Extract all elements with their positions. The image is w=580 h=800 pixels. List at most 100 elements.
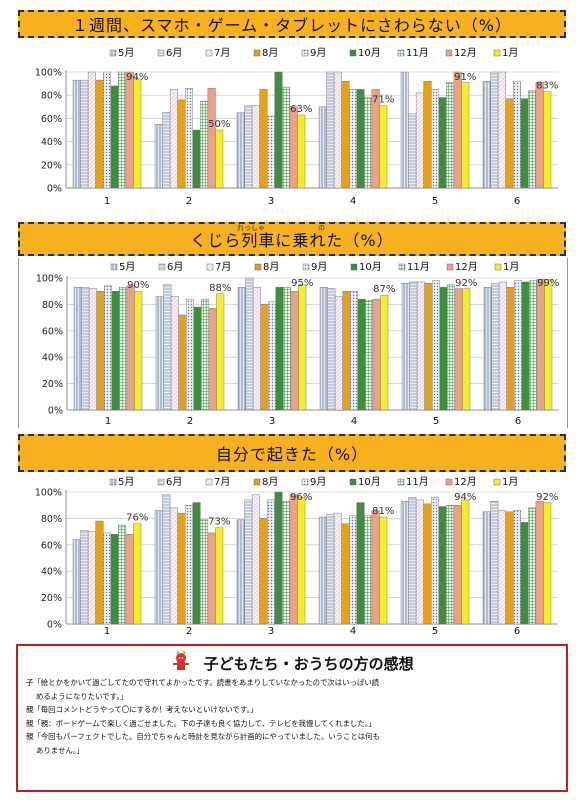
bar — [341, 523, 350, 625]
x-tick-label: 2 — [186, 196, 192, 207]
bar — [528, 507, 537, 625]
bar — [251, 105, 260, 189]
legend-label: 5月 — [119, 261, 135, 273]
legend-label: 1月 — [502, 47, 518, 59]
legend-swatch — [349, 478, 357, 486]
legend-swatch — [493, 478, 501, 486]
bar — [423, 503, 432, 625]
bar — [267, 499, 275, 625]
legend-label: 12月 — [454, 47, 477, 59]
y-tick-label: 60% — [41, 540, 62, 551]
bar — [379, 516, 388, 625]
legend-label: 1月 — [502, 476, 518, 488]
bar — [72, 79, 81, 189]
legend-swatch — [110, 263, 118, 271]
bar — [506, 287, 515, 411]
bar — [461, 499, 470, 625]
bar — [491, 283, 500, 411]
legend-label: 7月 — [214, 476, 230, 488]
bar — [438, 97, 447, 189]
bar — [520, 522, 529, 625]
bar — [289, 494, 298, 625]
y-tick-label: 100% — [36, 274, 63, 285]
bar — [154, 510, 163, 625]
bar — [193, 306, 202, 411]
legend-swatch — [397, 49, 405, 57]
bar — [72, 539, 81, 625]
chart1-title-banner: １週間、スマホ・ゲーム・タブレットにさわらない（%） — [18, 10, 566, 38]
bar — [282, 86, 291, 189]
legend-label: 8月 — [263, 261, 279, 273]
data-label: 81% — [372, 506, 394, 517]
bar — [267, 115, 275, 189]
data-label: 71% — [372, 95, 394, 106]
bar — [155, 296, 164, 411]
bar — [439, 287, 448, 411]
comments-title: 子どもたち・おうちの方の感想 — [203, 655, 414, 673]
legend-swatch — [157, 49, 165, 57]
x-tick-label: 1 — [105, 416, 111, 427]
bar — [357, 298, 366, 411]
bar — [170, 296, 179, 411]
legend-swatch — [253, 49, 261, 57]
bar — [111, 291, 120, 411]
legend-label: 6月 — [166, 47, 182, 59]
chart2: 0% 20% 40% 60% 80% 100% 5月 6月 7月 8月 9月 10月 11月 12月 1月 1… — [18, 258, 568, 428]
legend-label: 10月 — [359, 261, 382, 273]
bar — [298, 284, 307, 411]
x-tick-label: 3 — [269, 416, 275, 427]
bar — [536, 279, 545, 411]
bar — [497, 510, 506, 625]
bar — [192, 129, 201, 189]
bar — [318, 106, 327, 189]
bar — [297, 114, 306, 189]
bar — [201, 298, 210, 411]
x-tick-label: 5 — [433, 416, 439, 427]
bar — [252, 287, 261, 411]
bar — [400, 71, 409, 189]
x-tick-label: 3 — [268, 626, 274, 636]
legend-label: 1月 — [503, 261, 519, 273]
bar — [208, 308, 217, 411]
bar — [289, 106, 298, 189]
comment-line: 子「絵とかをかいて過ごしてたので守れてよかったです。読書をあまりしていなかったの… — [26, 678, 380, 687]
bar — [408, 113, 417, 189]
bar — [372, 298, 381, 411]
bar — [333, 512, 342, 625]
legend-swatch — [109, 478, 117, 486]
legend-label: 5月 — [118, 476, 134, 488]
bar — [110, 534, 119, 625]
x-tick-label: 1 — [104, 196, 110, 207]
bar — [236, 112, 245, 189]
legend-label: 12月 — [455, 261, 478, 273]
bar — [423, 81, 432, 189]
bar — [236, 519, 245, 625]
data-label: 76% — [126, 513, 148, 524]
bar — [251, 494, 260, 625]
legend-label: 7月 — [215, 261, 231, 273]
bar — [207, 88, 216, 189]
legend-label: 6月 — [167, 261, 183, 273]
bar — [490, 71, 499, 189]
bar — [415, 499, 424, 625]
bar — [401, 283, 410, 411]
x-tick-label: 6 — [515, 416, 521, 427]
x-tick-label: 4 — [350, 626, 356, 636]
bar — [334, 296, 343, 411]
bar — [178, 314, 187, 411]
legend-label: 10月 — [358, 47, 381, 59]
legend-label: 11月 — [406, 476, 429, 488]
bar — [529, 280, 538, 411]
bar — [453, 71, 462, 189]
chart2-ruby-ressha: れっしゃ — [237, 224, 265, 232]
bar — [333, 71, 342, 189]
legend-swatch — [350, 263, 358, 271]
legend-label: 11月 — [406, 47, 429, 59]
x-tick-label: 6 — [514, 196, 520, 207]
bar — [125, 71, 134, 189]
comment-line: めるようになりたいです。」 — [36, 691, 128, 701]
x-tick-label: 5 — [432, 626, 438, 636]
y-tick-label: 40% — [42, 353, 63, 364]
bar — [118, 71, 127, 189]
legend-swatch — [206, 263, 214, 271]
